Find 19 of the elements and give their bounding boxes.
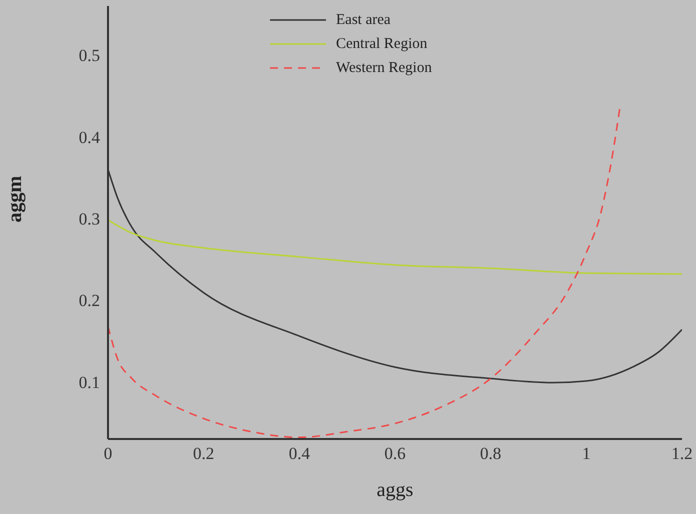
legend-label: Western Region	[336, 60, 432, 76]
x-tick-label: 0.2	[193, 444, 214, 464]
y-axis-title: aggm	[4, 176, 26, 222]
y-tick-label: 0.3	[78, 209, 100, 228]
x-tick-label: 1	[582, 444, 591, 464]
x-axis-title: aggs	[376, 479, 414, 501]
x-tick-label: 0.4	[288, 444, 310, 464]
y-tick-label: 0.4	[78, 128, 100, 147]
legend-label: East area	[336, 12, 391, 28]
x-tick-label: 0.6	[384, 444, 406, 464]
y-tick-label: 0.1	[78, 372, 100, 392]
y-tick-label: 0.2	[78, 291, 100, 310]
x-tick-label: 0.8	[480, 444, 502, 464]
legend-label: Central Region	[336, 36, 428, 52]
x-tick-label: 1.2	[671, 444, 693, 464]
line-series	[108, 219, 682, 275]
line-series	[108, 107, 621, 438]
x-tick-label: 0	[104, 444, 112, 464]
y-tick-label: 0.5	[78, 46, 100, 66]
